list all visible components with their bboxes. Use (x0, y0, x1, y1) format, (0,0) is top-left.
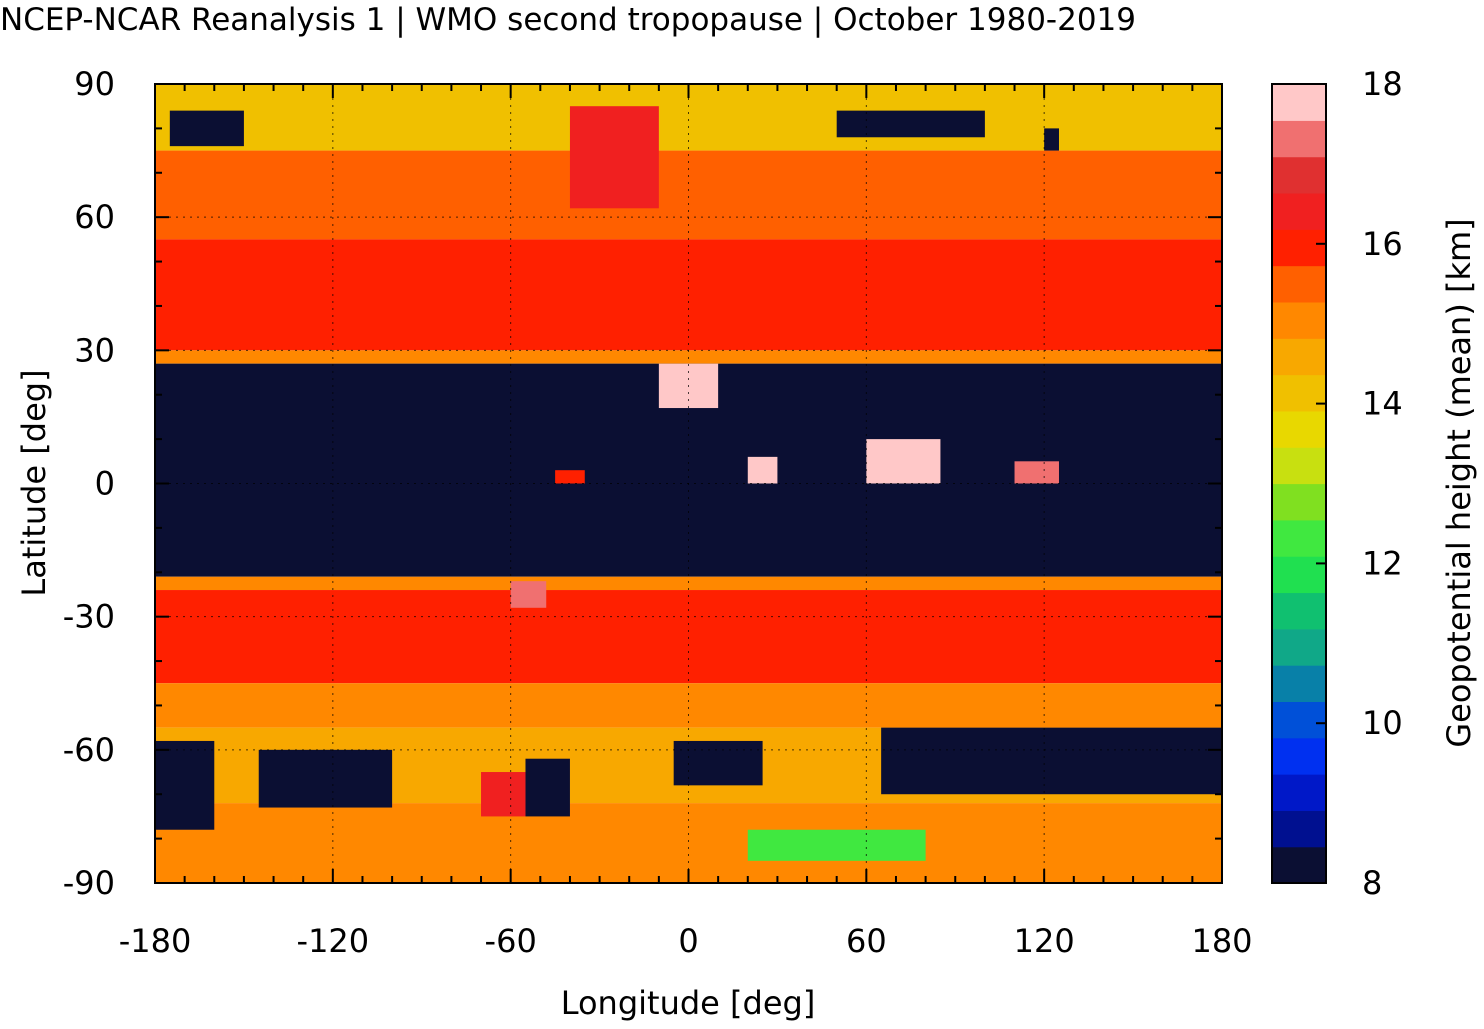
heatmap-band (155, 350, 1222, 364)
y-tick-label: -30 (63, 598, 115, 636)
heatmap-band (155, 590, 1222, 684)
x-tick-label: 180 (1191, 922, 1252, 960)
colorbar-swatch (1272, 447, 1326, 485)
colorbar-swatch (1272, 265, 1326, 303)
heatmap-band (155, 576, 1222, 591)
colorbar-swatch (1272, 556, 1326, 594)
y-axis-label: Latitude [deg] (15, 369, 53, 596)
colorbar-tick-label: 10 (1362, 704, 1403, 742)
colorbar-swatch (1272, 156, 1326, 194)
heatmap-region (673, 740, 763, 786)
colorbar-swatch (1272, 592, 1326, 630)
x-axis-label: Longitude [deg] (561, 984, 816, 1022)
heatmap-region (155, 740, 215, 830)
heatmap-region (510, 581, 547, 608)
y-tick-label: -90 (63, 864, 115, 902)
y-tick-label: 90 (74, 65, 115, 103)
colorbar-swatch (1272, 338, 1326, 376)
heatmap-region (1014, 461, 1059, 484)
colorbar-label: Geopotential height (mean) [km] (1440, 218, 1478, 747)
x-tick-label: -180 (119, 922, 192, 960)
colorbar-tick-label: 16 (1362, 225, 1403, 263)
heatmap-region (555, 470, 585, 484)
colorbar-swatch (1272, 192, 1326, 230)
chart-title: NCEP-NCAR Reanalysis 1 | WMO second trop… (0, 2, 1136, 38)
colorbar-tick-label: 18 (1362, 65, 1403, 103)
colorbar-swatch (1272, 483, 1326, 521)
colorbar-swatch (1272, 410, 1326, 448)
x-tick-labels: -180 -120 -60 0 60 120 180 (119, 922, 1253, 960)
x-tick-label: -120 (297, 922, 370, 960)
heatmap-region (525, 758, 570, 817)
heatmap-region (747, 456, 778, 484)
colorbar-swatch (1272, 665, 1326, 703)
heatmap-region (481, 772, 526, 817)
y-tick-label: 60 (74, 198, 115, 236)
colorbar-swatch (1272, 84, 1326, 121)
colorbar-swatch (1272, 374, 1326, 412)
x-tick-label: -60 (485, 922, 537, 960)
colorbar-tick-label: 12 (1362, 544, 1403, 582)
x-tick-label: 120 (1014, 922, 1075, 960)
colorbar-tick-label: 8 (1362, 864, 1382, 902)
colorbar-swatch (1272, 301, 1326, 339)
heatmap-region (169, 110, 244, 147)
colorbar-tick-labels: 8 10 12 14 16 18 (1316, 65, 1403, 902)
x-tick-label: 0 (678, 922, 698, 960)
y-tick-label: 30 (74, 331, 115, 369)
colorbar-swatch (1272, 229, 1326, 267)
heatmap-region (836, 110, 985, 138)
grid-lines (155, 84, 1222, 883)
colorbar-swatch (1272, 774, 1326, 811)
axis-ticks (154, 83, 1223, 884)
heatmap-region (747, 829, 926, 861)
y-tick-label: -60 (63, 731, 115, 769)
y-tick-labels: 90 60 30 0 -30 -60 -90 (63, 65, 115, 902)
colorbar-swatch (1272, 628, 1326, 666)
y-tick-label: 0 (95, 465, 115, 503)
heatmap-band (155, 683, 1222, 728)
colorbar-swatch (1272, 737, 1326, 775)
heatmap-region (569, 106, 659, 209)
colorbar-swatch (1272, 810, 1326, 848)
colorbar-tick-label: 14 (1362, 385, 1403, 423)
heatmap-region (866, 439, 941, 484)
heatmap-region (881, 727, 1222, 795)
x-tick-label: 60 (846, 922, 887, 960)
colorbar-swatch (1272, 846, 1326, 884)
heatmap-band (155, 150, 1222, 240)
colorbar (1272, 84, 1326, 884)
colorbar-swatch (1272, 120, 1326, 158)
colorbar-frame (1271, 83, 1327, 884)
colorbar-swatch (1272, 701, 1326, 739)
colorbar-swatch (1272, 519, 1326, 557)
heatmap-region (1044, 128, 1059, 151)
heatmap-region (258, 749, 393, 808)
